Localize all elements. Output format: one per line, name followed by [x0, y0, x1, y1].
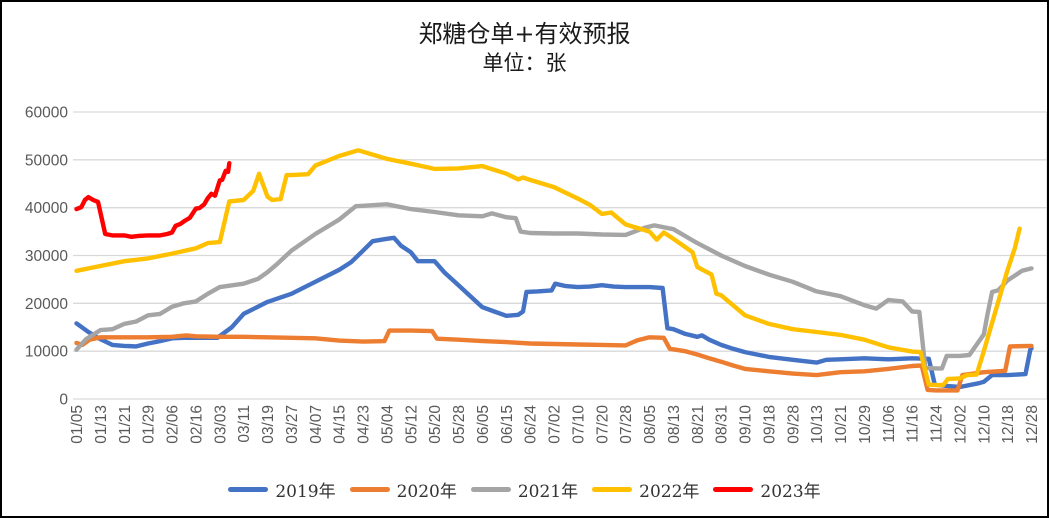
- chart-subtitle: 单位：张: [482, 51, 567, 76]
- x-axis-label: 12/28: [1024, 405, 1041, 444]
- x-axis-label: 12/18: [1000, 405, 1017, 444]
- legend-item-2020: 2020年: [349, 477, 457, 502]
- x-axis-label: 01/13: [93, 405, 110, 444]
- y-axis-label: 50000: [25, 152, 68, 169]
- x-axis-label: 09/18: [761, 405, 778, 444]
- x-axis-label: 06/24: [523, 405, 540, 444]
- x-axis-label: 06/15: [499, 405, 516, 444]
- x-axis-label: 08/13: [666, 405, 683, 444]
- x-axis-label: 10/13: [809, 405, 826, 444]
- x-axis-label: 07/10: [570, 405, 587, 444]
- x-axis-label: 12/02: [952, 405, 969, 444]
- x-axis-label: 05/20: [427, 405, 444, 444]
- x-axis-label: 11/06: [881, 405, 898, 443]
- x-axis-label: 09/28: [785, 405, 802, 444]
- x-axis-label: 03/11: [236, 405, 253, 443]
- x-axis-label: 07/20: [594, 405, 611, 444]
- x-axis-label: 11/24: [929, 405, 946, 443]
- legend-swatch-2023-icon: [713, 487, 754, 492]
- x-axis-label: 08/05: [642, 405, 659, 444]
- x-axis-label: 03/19: [260, 405, 277, 444]
- x-axis-label: 03/03: [212, 405, 229, 444]
- legend-label-2021: 2021年: [517, 482, 579, 502]
- x-axis-label: 08/31: [714, 405, 731, 444]
- x-axis-label: 11/16: [905, 405, 922, 443]
- x-axis-label: 02/16: [188, 405, 205, 444]
- y-axis-label: 30000: [25, 248, 68, 265]
- x-axis-label: 07/02: [547, 405, 564, 444]
- legend-item-2019: 2019年: [228, 477, 336, 502]
- x-axis-label: 04/07: [308, 405, 325, 444]
- legend-item-2022: 2022年: [592, 477, 699, 502]
- legend-label-2023: 2023年: [760, 482, 821, 502]
- x-axis-label: 02/06: [165, 405, 182, 444]
- x-axis-label: 05/28: [451, 405, 468, 444]
- legend-swatch-2022-icon: [592, 487, 633, 492]
- x-axis-label: 09/10: [738, 405, 755, 444]
- y-axis-label: 20000: [25, 296, 68, 313]
- legend-label-2020: 2020年: [396, 482, 457, 502]
- series-line-2020年: [74, 328, 1034, 393]
- x-axis-label: 05/12: [403, 405, 420, 444]
- x-axis-label: 08/21: [690, 405, 707, 444]
- y-axis-label: 60000: [25, 105, 68, 122]
- series-line-2019年: [74, 235, 1034, 390]
- y-axis-label: 40000: [25, 200, 68, 217]
- x-axis-label: 01/29: [141, 405, 158, 444]
- legend-swatch-2020-icon: [349, 487, 390, 492]
- y-axis-label: 0: [59, 392, 68, 409]
- legend-label-2019: 2019年: [275, 482, 336, 502]
- x-axis-label: 10/29: [857, 405, 874, 444]
- x-axis-label: 01/05: [69, 405, 86, 444]
- legend-swatch-2019-icon: [228, 487, 269, 492]
- series-line-2021年: [74, 202, 1034, 371]
- x-axis-label: 10/21: [833, 405, 850, 444]
- x-axis-label: 04/23: [356, 405, 373, 444]
- x-axis-label: 03/27: [284, 405, 301, 444]
- series-line-2023年: [74, 160, 232, 240]
- x-axis-label: 12/10: [976, 405, 993, 444]
- series-line-2022年: [74, 148, 1022, 388]
- x-axis-label: 04/15: [332, 405, 349, 444]
- legend-label-2022: 2022年: [639, 482, 700, 502]
- legend-swatch-2021-icon: [470, 487, 511, 492]
- chart-header: 郑糖仓单+有效预报 单位：张: [2, 18, 1047, 78]
- x-axis-label: 07/28: [618, 405, 635, 444]
- legend-item-2023: 2023年: [713, 477, 821, 502]
- chart-title: 郑糖仓单+有效预报: [418, 20, 631, 48]
- x-axis-label: 06/05: [475, 405, 492, 444]
- legend: 2019年 2020年 2021年 2022年 2023年: [2, 477, 1047, 502]
- x-axis-label: 05/04: [379, 405, 396, 444]
- legend-item-2021: 2021年: [470, 477, 579, 502]
- x-axis-label: 01/21: [117, 405, 134, 444]
- y-axis-label: 10000: [25, 344, 68, 361]
